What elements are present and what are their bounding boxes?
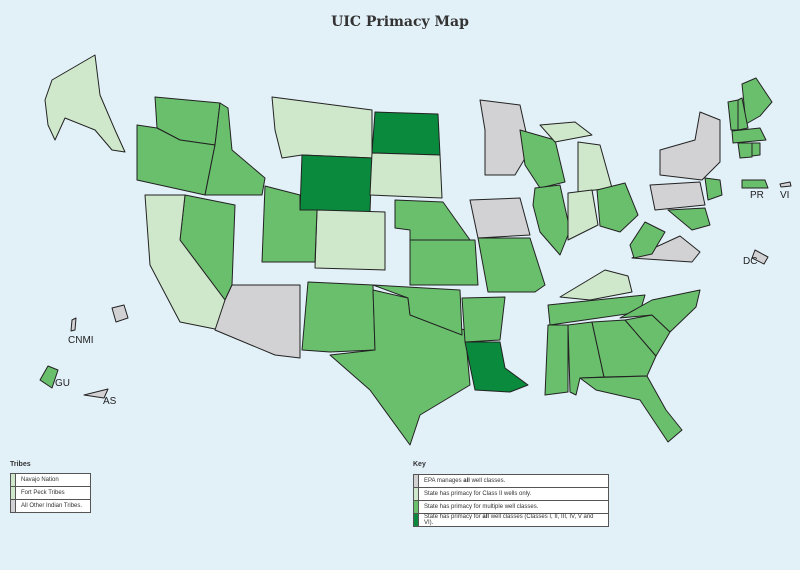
state-co	[314, 209, 386, 271]
state-il	[532, 184, 571, 256]
state-cnmi	[70, 317, 77, 332]
state-ar	[461, 296, 506, 343]
state-dc	[751, 249, 769, 265]
tribes-legend-title: Tribes	[10, 461, 31, 468]
state-ms	[544, 324, 569, 396]
tribes-legend-row: Navajo Nation	[10, 473, 91, 487]
state-oh	[596, 182, 639, 233]
key-legend-title: Key	[413, 461, 426, 468]
state-nj	[704, 177, 723, 201]
state-wi	[519, 129, 566, 189]
key-legend-row: EPA manages all well classes.	[413, 474, 609, 488]
label-vi: VI	[780, 190, 790, 201]
state-mi-up	[539, 121, 593, 143]
state-sd	[369, 152, 443, 199]
state-ks	[409, 239, 479, 286]
state-wy	[299, 154, 373, 213]
state-nh	[737, 97, 749, 131]
state-va	[631, 235, 701, 263]
label-gu: GU	[55, 378, 70, 389]
key-legend-row: State has primacy for Class II wells onl…	[413, 487, 609, 501]
state-ia	[469, 197, 531, 239]
state-as	[83, 388, 109, 399]
label-dc: DC	[743, 256, 758, 267]
state-mt	[271, 96, 373, 159]
state-ga	[591, 319, 657, 378]
state-ma	[731, 127, 767, 144]
tribes-legend: Navajo Nation Fort Peck Tribes All Other…	[10, 473, 91, 513]
state-ak	[44, 54, 126, 153]
state-nc	[619, 289, 701, 333]
state-pa	[649, 181, 706, 211]
legend-label: State has primacy for multiple well clas…	[418, 500, 609, 514]
label-as: AS	[103, 396, 117, 407]
legend-label: Navajo Nation	[15, 473, 91, 487]
legend-label: All Other Indian Tribes.	[15, 499, 91, 513]
state-ok	[372, 284, 463, 336]
state-ny	[659, 111, 721, 181]
label-cnmi: CNMI	[68, 335, 94, 346]
state-ut	[261, 185, 318, 263]
key-legend: EPA manages all well classes. State has …	[413, 474, 609, 527]
tribes-legend-row: Fort Peck Tribes	[10, 486, 91, 500]
state-nd	[371, 111, 441, 156]
state-la	[464, 341, 529, 393]
state-ky	[559, 269, 633, 301]
state-vi	[779, 181, 792, 188]
state-hi	[111, 304, 129, 323]
legend-label: State has primacy for all well classes (…	[418, 513, 609, 527]
state-vt	[727, 99, 739, 131]
legend-label: EPA manages all well classes.	[418, 474, 609, 488]
tribes-legend-row: All Other Indian Tribes.	[10, 499, 91, 513]
state-in	[567, 189, 599, 241]
state-id	[204, 102, 266, 196]
legend-label: State has primacy for Class II wells onl…	[418, 487, 609, 501]
state-pr	[741, 179, 769, 189]
state-ri	[751, 142, 761, 157]
state-mn	[479, 99, 531, 176]
page-title: UIC Primacy Map	[331, 14, 469, 30]
state-md	[667, 207, 711, 231]
legend-label: Fort Peck Tribes	[15, 486, 91, 500]
key-legend-row: State has primacy for all well classes (…	[413, 513, 609, 527]
state-ne	[394, 199, 471, 241]
state-wv	[629, 221, 666, 259]
state-mo	[477, 237, 546, 293]
label-pr: PR	[750, 190, 764, 201]
state-nm	[301, 281, 376, 353]
state-az	[214, 284, 301, 359]
state-me	[741, 77, 773, 125]
state-gu	[39, 365, 59, 389]
state-ct	[737, 142, 753, 159]
state-mi	[577, 141, 613, 193]
key-legend-row: State has primacy for multiple well clas…	[413, 500, 609, 514]
state-fl	[579, 375, 683, 443]
